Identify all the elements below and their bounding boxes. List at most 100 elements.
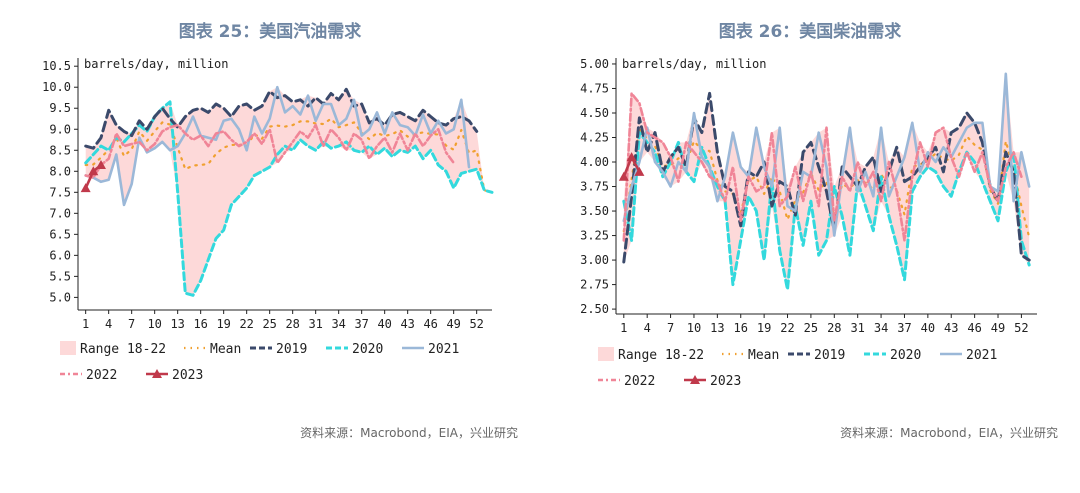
x-tick-label: 25 (262, 317, 276, 331)
y-tick-label: 3.75 (580, 180, 609, 194)
range-band (85, 87, 492, 296)
x-tick-label: 7 (128, 317, 135, 331)
chart-panel-diesel: 图表 26：美国柴油需求 5.00 4.75 4.50 4.25 4.00 3.75 3.5… (540, 0, 1080, 493)
legend-label-s2023: 2023 (710, 374, 741, 389)
legend-swatch-range (598, 347, 614, 361)
legend-label-s2020: 2020 (352, 342, 383, 357)
y-tick-label: 2.50 (580, 302, 609, 316)
x-tick-label: 43 (400, 317, 414, 331)
y-tick-label: 8.5 (49, 143, 71, 157)
x-tick-label: 28 (285, 317, 299, 331)
y-tick-label: 4.75 (580, 81, 609, 95)
x-tick-label: 52 (1014, 321, 1028, 335)
x-tick-label: 46 (423, 317, 437, 331)
gasoline-demand-chart: 10.5 10.0 9.5 9.0 8.5 8.0 7.5 7.0 6.5 6.0 5.5 5.0 1 4… (42, 57, 494, 383)
x-tick-label: 46 (967, 321, 981, 335)
x-tick-label: 37 (354, 317, 368, 331)
x-tick-label: 16 (193, 317, 207, 331)
y-tick-label: 3.00 (580, 253, 609, 267)
x-tick-label: 10 (147, 317, 161, 331)
series-2023-marker (618, 171, 629, 181)
y-tick-label: 4.25 (580, 131, 609, 145)
x-tick-label: 19 (216, 317, 230, 331)
chart-source: 资料来源：Macrobond，EIA，兴业研究 (840, 426, 1058, 440)
series-2023-marker (80, 183, 91, 193)
x-tick-label: 34 (874, 321, 888, 335)
series-2023-marker (626, 152, 637, 162)
series-2021-line (622, 72, 1031, 237)
x-tick-label: 22 (780, 321, 794, 335)
legend-label-s2021: 2021 (428, 342, 459, 357)
chart-panel-gasoline: 图表 25：美国汽油需求 10.5 10.0 9.5 9.0 8.5 8.0 7.5 7.0 6… (42, 22, 518, 440)
x-tick-label: 37 (897, 321, 911, 335)
series-mean-line (622, 127, 1031, 239)
x-tick-label: 34 (331, 317, 345, 331)
y-tick-label: 3.50 (580, 204, 609, 218)
chart-title: 图表 25：美国汽油需求 (178, 22, 362, 42)
legend-label-s2022: 2022 (86, 368, 117, 383)
x-tick-label: 40 (377, 317, 391, 331)
x-tick-label: 1 (620, 321, 627, 335)
legend-label-mean: Mean (748, 348, 779, 363)
y-tick-label: 2.75 (580, 278, 609, 292)
y-tick-label: 7.5 (49, 185, 71, 199)
legend-label-s2020: 2020 (890, 348, 921, 363)
chart-source: 资料来源：Macrobond，EIA，兴业研究 (300, 426, 518, 440)
x-tick-label: 4 (105, 317, 112, 331)
range-band (623, 73, 1030, 290)
x-tick-label: 49 (446, 317, 460, 331)
y-tick-label: 5.5 (49, 269, 71, 283)
y-tick-label: 9.5 (49, 101, 71, 115)
x-tick-label: 28 (827, 321, 841, 335)
series-2021-line (84, 85, 471, 207)
chart-title: 图表 26：美国柴油需求 (718, 22, 902, 42)
legend-label-s2019: 2019 (814, 348, 845, 363)
diesel-demand-chart: 5.00 4.75 4.50 4.25 4.00 3.75 3.50 3.25 3.00 2.75… (580, 57, 1037, 389)
x-tick-label: 7 (667, 321, 674, 335)
y-tick-label: 9.0 (49, 122, 71, 136)
x-tick-label: 31 (850, 321, 864, 335)
series-2019-line (84, 87, 479, 150)
series-2022-line (84, 123, 455, 179)
series-2023-marker (96, 159, 106, 169)
legend-label-range: Range 18-22 (80, 342, 166, 357)
legend-label-s2023: 2023 (172, 368, 203, 383)
series-2023-marker (634, 166, 645, 176)
legend-marker-2023 (690, 375, 700, 384)
x-tick-label: 40 (921, 321, 935, 335)
x-tick-label: 4 (644, 321, 651, 335)
y-tick-label: 7.0 (49, 206, 71, 220)
series-2022-line (622, 92, 1023, 242)
legend-label-range: Range 18-22 (618, 348, 704, 363)
y-tick-label: 10.0 (42, 80, 71, 94)
x-tick-label: 31 (308, 317, 322, 331)
legend-label-s2019: 2019 (276, 342, 307, 357)
y-tick-label: 6.5 (49, 227, 71, 241)
y-tick-label: 10.5 (42, 59, 71, 73)
y-tick-label: 4.00 (580, 155, 609, 169)
x-tick-label: 13 (710, 321, 724, 335)
y-tick-label: 8.0 (49, 164, 71, 178)
x-tick-label: 52 (469, 317, 483, 331)
y-tick-label: 3.25 (580, 229, 609, 243)
y-tick-label: 4.50 (580, 106, 609, 120)
x-tick-label: 25 (804, 321, 818, 335)
x-tick-label: 10 (687, 321, 701, 335)
legend-label-mean: Mean (210, 342, 241, 357)
x-tick-label: 19 (757, 321, 771, 335)
y-tick-label: 5.0 (49, 290, 71, 304)
x-tick-label: 16 (734, 321, 748, 335)
legend-swatch-range (60, 341, 76, 355)
series-2023-marker (88, 166, 99, 176)
legend-marker-2023 (152, 369, 162, 378)
y-tick-label: 5.00 (580, 57, 609, 71)
x-tick-label: 13 (170, 317, 184, 331)
legend-label-s2022: 2022 (624, 374, 655, 389)
legend-label-s2021: 2021 (966, 348, 997, 363)
y-tick-label: 6.0 (49, 248, 71, 262)
x-tick-label: 49 (991, 321, 1005, 335)
x-tick-label: 43 (944, 321, 958, 335)
x-tick-label: 1 (82, 317, 89, 331)
x-tick-label: 22 (239, 317, 253, 331)
unit-label: barrels/day, million (622, 57, 767, 71)
